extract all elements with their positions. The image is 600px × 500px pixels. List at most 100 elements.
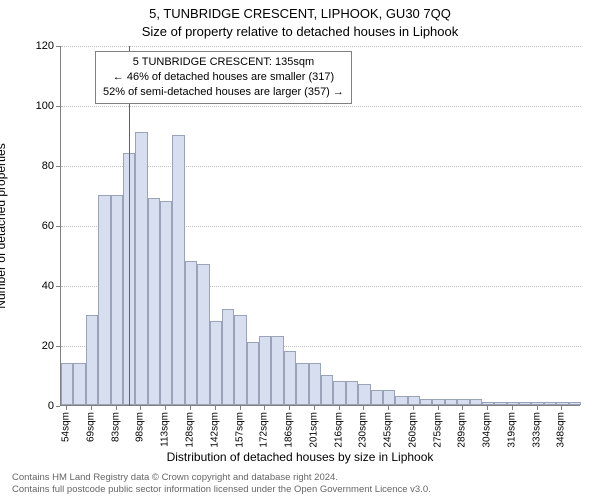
histogram-bar	[333, 381, 345, 405]
y-tick-mark	[56, 406, 60, 407]
y-tick-label: 60	[14, 220, 54, 232]
x-tick-mark	[462, 406, 463, 410]
histogram-bar	[296, 363, 308, 405]
histogram-bar	[383, 390, 395, 405]
histogram-bar	[321, 375, 333, 405]
histogram-bar	[432, 399, 444, 405]
histogram-bar	[185, 261, 197, 405]
x-tick-mark	[314, 406, 315, 410]
y-tick-label: 20	[14, 340, 54, 352]
histogram-bar	[371, 390, 383, 405]
x-tick-mark	[190, 406, 191, 410]
x-tick-mark	[413, 406, 414, 410]
histogram-bar	[247, 342, 259, 405]
x-tick-label: 54sqm	[61, 412, 72, 442]
histogram-bar	[445, 399, 457, 405]
x-tick-mark	[264, 406, 265, 410]
histogram-bar	[420, 399, 432, 405]
y-tick-label: 40	[14, 280, 54, 292]
histogram-bar	[494, 402, 506, 405]
x-tick-mark	[561, 406, 562, 410]
x-tick-mark	[537, 406, 538, 410]
histogram-bar	[544, 402, 556, 405]
x-tick-mark	[388, 406, 389, 410]
histogram-bar	[556, 402, 568, 405]
y-tick-label: 80	[14, 160, 54, 172]
x-tick-label: 172sqm	[259, 412, 270, 448]
y-tick-label: 100	[14, 100, 54, 112]
x-tick-mark	[363, 406, 364, 410]
x-tick-label: 157sqm	[234, 412, 245, 448]
x-tick-label: 230sqm	[358, 412, 369, 448]
x-tick-label: 83sqm	[110, 412, 121, 442]
x-axis-label: Distribution of detached houses by size …	[0, 450, 600, 464]
x-tick-label: 113sqm	[160, 412, 171, 447]
x-tick-label: 304sqm	[482, 412, 493, 448]
x-tick-label: 142sqm	[209, 412, 220, 448]
histogram-bar	[309, 363, 321, 405]
histogram-bar	[160, 201, 172, 405]
y-tick-label: 0	[14, 400, 54, 412]
histogram-bar	[98, 195, 110, 405]
x-tick-label: 319sqm	[506, 412, 517, 448]
info-line-1: 5 TUNBRIDGE CRESCENT: 135sqm	[103, 55, 344, 70]
info-line-2: ← 46% of detached houses are smaller (31…	[103, 70, 344, 85]
histogram-bar	[482, 402, 494, 405]
x-tick-mark	[240, 406, 241, 410]
x-tick-mark	[165, 406, 166, 410]
histogram-bar	[210, 321, 222, 405]
x-tick-label: 186sqm	[284, 412, 295, 448]
x-tick-label: 216sqm	[333, 412, 344, 448]
histogram-bar	[358, 384, 370, 405]
info-line-3: 52% of semi-detached houses are larger (…	[103, 85, 344, 100]
histogram-bar	[148, 198, 160, 405]
x-tick-mark	[215, 406, 216, 410]
x-tick-mark	[339, 406, 340, 410]
histogram-bar	[457, 399, 469, 405]
x-tick-mark	[512, 406, 513, 410]
x-tick-mark	[91, 406, 92, 410]
chart-title-sub: Size of property relative to detached ho…	[0, 24, 600, 39]
histogram-bar	[73, 363, 85, 405]
histogram-bar	[271, 336, 283, 405]
histogram-bar	[507, 402, 519, 405]
histogram-bar	[284, 351, 296, 405]
histogram-bar	[135, 132, 147, 405]
info-box: 5 TUNBRIDGE CRESCENT: 135sqm ← 46% of de…	[95, 51, 352, 104]
histogram-bar	[222, 309, 234, 405]
x-tick-label: 128sqm	[185, 412, 196, 448]
x-tick-label: 98sqm	[135, 412, 146, 442]
x-tick-mark	[438, 406, 439, 410]
x-tick-label: 275sqm	[432, 412, 443, 448]
x-tick-label: 201sqm	[308, 412, 319, 448]
histogram-bar	[470, 399, 482, 405]
histogram-bar	[531, 402, 543, 405]
x-tick-label: 289sqm	[457, 412, 468, 448]
histogram-bar	[395, 396, 407, 405]
x-tick-mark	[487, 406, 488, 410]
histogram-bar	[172, 135, 184, 405]
grid-line	[61, 46, 581, 47]
x-tick-label: 348sqm	[556, 412, 567, 448]
histogram-bar	[61, 363, 73, 405]
x-tick-label: 245sqm	[383, 412, 394, 448]
histogram-bar	[519, 402, 531, 405]
x-tick-mark	[289, 406, 290, 410]
x-tick-mark	[140, 406, 141, 410]
histogram-bar	[346, 381, 358, 405]
chart-title-main: 5, TUNBRIDGE CRESCENT, LIPHOOK, GU30 7QQ	[0, 6, 600, 21]
histogram-bar	[111, 195, 123, 405]
x-tick-label: 260sqm	[407, 412, 418, 448]
histogram-bar	[234, 315, 246, 405]
histogram-bar	[408, 396, 420, 405]
chart-container: 5, TUNBRIDGE CRESCENT, LIPHOOK, GU30 7QQ…	[0, 0, 600, 500]
x-tick-label: 69sqm	[85, 412, 96, 442]
footer-line-2: Contains full postcode public sector inf…	[12, 484, 431, 496]
histogram-bar	[259, 336, 271, 405]
histogram-bar	[197, 264, 209, 405]
histogram-bar	[86, 315, 98, 405]
x-tick-mark	[116, 406, 117, 410]
y-tick-label: 120	[14, 40, 54, 52]
footer: Contains HM Land Registry data © Crown c…	[12, 472, 431, 496]
x-tick-label: 333sqm	[531, 412, 542, 448]
